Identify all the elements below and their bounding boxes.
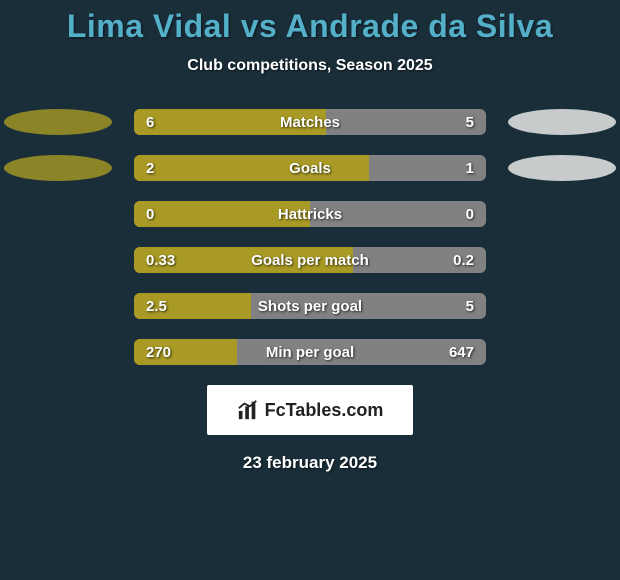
right-value: 5 [466,109,474,135]
stat-bar: 21Goals [134,155,486,181]
stat-bar: 00Hattricks [134,201,486,227]
brand-text: FcTables.com [265,400,384,421]
left-value: 0.33 [146,247,175,273]
left-value: 2.5 [146,293,167,319]
right-value: 5 [466,293,474,319]
left-value: 270 [146,339,171,365]
comparison-date: 23 february 2025 [0,453,620,473]
right-player-marker [508,155,616,181]
right-value: 0.2 [453,247,474,273]
stats-container: 65Matches21Goals00Hattricks0.330.2Goals … [0,109,620,365]
right-value: 1 [466,155,474,181]
stat-bar: 270647Min per goal [134,339,486,365]
left-value: 0 [146,201,154,227]
left-player-marker [4,155,112,181]
comparison-title: Lima Vidal vs Andrade da Silva [0,8,620,45]
stat-row: 65Matches [4,109,616,135]
chart-icon [237,399,259,421]
stat-row: 21Goals [4,155,616,181]
stat-row: 0.330.2Goals per match [4,247,616,273]
stat-bar: 2.55Shots per goal [134,293,486,319]
left-value: 6 [146,109,154,135]
stat-bar: 65Matches [134,109,486,135]
stat-row: 2.55Shots per goal [4,293,616,319]
stat-bar: 0.330.2Goals per match [134,247,486,273]
left-value: 2 [146,155,154,181]
right-value: 0 [466,201,474,227]
left-player-marker [4,109,112,135]
stat-row: 00Hattricks [4,201,616,227]
branding-badge: FcTables.com [207,385,413,435]
right-player-marker [508,109,616,135]
comparison-subtitle: Club competitions, Season 2025 [0,57,620,75]
stat-row: 270647Min per goal [4,339,616,365]
right-value: 647 [449,339,474,365]
